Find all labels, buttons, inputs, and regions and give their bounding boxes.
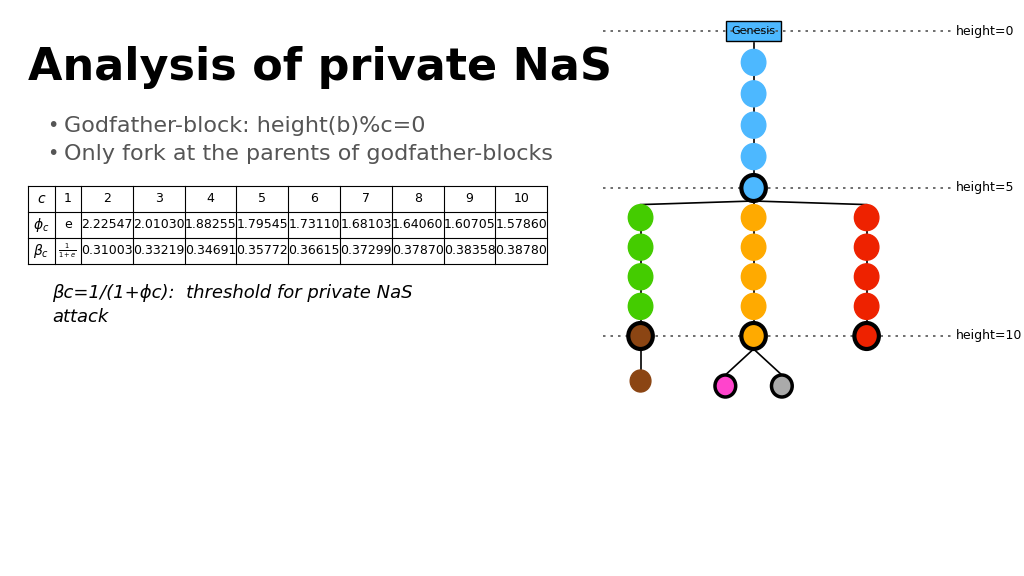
- Circle shape: [715, 375, 735, 397]
- Text: Godfather-block: height(b)%c=0: Godfather-block: height(b)%c=0: [65, 116, 426, 136]
- Circle shape: [629, 204, 653, 230]
- Text: 1.57860: 1.57860: [496, 218, 547, 232]
- Text: $\frac{1}{1+e}$: $\frac{1}{1+e}$: [58, 242, 77, 260]
- Text: 1.73110: 1.73110: [289, 218, 340, 232]
- Text: 0.33219: 0.33219: [133, 244, 184, 257]
- Circle shape: [741, 50, 766, 75]
- Text: βc=1/(1+ϕc):  threshold for private NaS: βc=1/(1+ϕc): threshold for private NaS: [52, 284, 413, 302]
- Text: 2: 2: [103, 192, 111, 206]
- Text: 0.37870: 0.37870: [392, 244, 443, 257]
- Text: Genesis: Genesis: [731, 26, 775, 36]
- Text: c: c: [38, 192, 45, 206]
- Text: 3: 3: [155, 192, 163, 206]
- Text: 10: 10: [513, 192, 529, 206]
- Text: 0.38358: 0.38358: [443, 244, 496, 257]
- Text: 6: 6: [310, 192, 318, 206]
- Circle shape: [741, 175, 766, 201]
- Text: $\phi_c$: $\phi_c$: [33, 216, 49, 234]
- Text: 1.64060: 1.64060: [392, 218, 443, 232]
- Circle shape: [629, 234, 653, 260]
- FancyBboxPatch shape: [726, 21, 781, 41]
- Text: 0.36615: 0.36615: [289, 244, 340, 257]
- Text: Analysis of private NaS: Analysis of private NaS: [29, 46, 612, 89]
- Text: height=5: height=5: [956, 181, 1015, 195]
- Circle shape: [854, 204, 879, 230]
- Text: 4: 4: [207, 192, 214, 206]
- Circle shape: [629, 264, 653, 290]
- Text: •: •: [47, 116, 58, 135]
- Text: attack: attack: [52, 308, 109, 326]
- Circle shape: [854, 323, 879, 349]
- Circle shape: [854, 264, 879, 290]
- Text: 0.35772: 0.35772: [237, 244, 288, 257]
- Text: e: e: [63, 218, 72, 232]
- Circle shape: [854, 234, 879, 260]
- Circle shape: [741, 293, 766, 320]
- Text: 0.31003: 0.31003: [81, 244, 133, 257]
- Circle shape: [741, 143, 766, 169]
- Text: 1.60705: 1.60705: [443, 218, 496, 232]
- Text: height=10: height=10: [956, 329, 1023, 343]
- Circle shape: [741, 323, 766, 349]
- Text: 1.68103: 1.68103: [340, 218, 392, 232]
- Text: 2.22547: 2.22547: [81, 218, 133, 232]
- Text: 1.79545: 1.79545: [237, 218, 288, 232]
- Circle shape: [741, 234, 766, 260]
- Circle shape: [630, 370, 651, 392]
- Text: height=0: height=0: [956, 25, 1015, 37]
- Circle shape: [629, 323, 653, 349]
- Text: 0.38780: 0.38780: [496, 244, 548, 257]
- Circle shape: [629, 293, 653, 320]
- Circle shape: [854, 293, 879, 320]
- Text: 1.88255: 1.88255: [184, 218, 237, 232]
- Circle shape: [771, 375, 793, 397]
- Text: 5: 5: [258, 192, 266, 206]
- Text: 8: 8: [414, 192, 422, 206]
- Text: 0.37299: 0.37299: [340, 244, 392, 257]
- Text: $\beta_c$: $\beta_c$: [34, 242, 49, 260]
- Text: •: •: [47, 144, 58, 163]
- Circle shape: [741, 112, 766, 138]
- Text: 2.01030: 2.01030: [133, 218, 184, 232]
- Text: 0.34691: 0.34691: [185, 244, 237, 257]
- Text: 7: 7: [361, 192, 370, 206]
- Circle shape: [741, 204, 766, 230]
- Circle shape: [741, 81, 766, 107]
- Text: 1: 1: [63, 192, 72, 206]
- Circle shape: [629, 323, 653, 349]
- Circle shape: [741, 264, 766, 290]
- Text: Only fork at the parents of godfather-blocks: Only fork at the parents of godfather-bl…: [65, 144, 553, 164]
- Text: 9: 9: [466, 192, 473, 206]
